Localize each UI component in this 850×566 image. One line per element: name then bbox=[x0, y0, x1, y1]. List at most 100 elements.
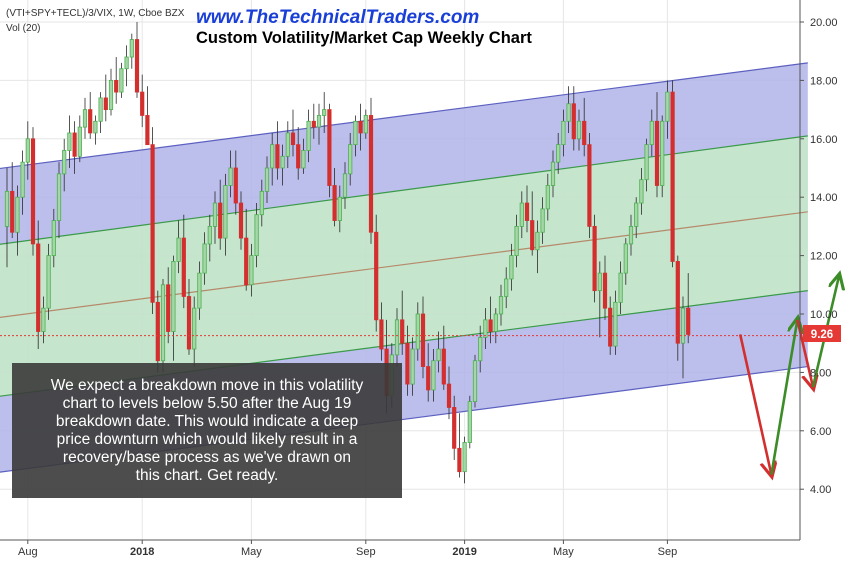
candle-body bbox=[316, 115, 322, 128]
candle-up bbox=[436, 331, 441, 373]
candle-body bbox=[545, 185, 550, 210]
candle-body bbox=[566, 103, 571, 122]
candle-body bbox=[348, 144, 353, 175]
candle-body bbox=[166, 284, 171, 332]
candle-down bbox=[88, 92, 93, 139]
candle-up bbox=[129, 33, 134, 69]
candle-up bbox=[202, 232, 207, 285]
y-tick-label: 8.00 bbox=[810, 367, 831, 379]
candle-up bbox=[597, 261, 602, 338]
annotation-line-1: We expect a breakdown move in this volat… bbox=[51, 377, 364, 394]
candle-body bbox=[202, 243, 207, 274]
candle-body bbox=[618, 272, 623, 303]
candle-down bbox=[420, 296, 426, 379]
candle-up bbox=[280, 144, 285, 186]
candle-down bbox=[582, 97, 587, 157]
candle-body bbox=[519, 202, 524, 227]
candle-body bbox=[379, 319, 384, 350]
candle-up bbox=[519, 191, 524, 239]
candle-down bbox=[36, 220, 41, 350]
candle-up bbox=[623, 238, 628, 285]
candle-body bbox=[660, 120, 665, 186]
candle-down bbox=[675, 255, 680, 361]
candle-body bbox=[608, 307, 613, 347]
candle-up bbox=[394, 308, 400, 367]
candle-body bbox=[62, 150, 67, 175]
x-tick-label: Aug bbox=[18, 546, 38, 558]
candle-up bbox=[306, 109, 311, 163]
candle-body bbox=[670, 91, 675, 262]
candle-down bbox=[332, 168, 337, 227]
candle-down bbox=[670, 80, 675, 268]
candle-down bbox=[140, 74, 145, 128]
candle-body bbox=[36, 243, 41, 332]
candle-body bbox=[394, 319, 400, 356]
candle-up bbox=[660, 115, 665, 198]
candle-body bbox=[654, 120, 660, 186]
candle-body bbox=[514, 225, 519, 256]
candle-up bbox=[613, 290, 618, 355]
candle-up bbox=[478, 325, 483, 373]
candle-up bbox=[540, 197, 545, 244]
candle-body bbox=[327, 109, 332, 186]
candle-body bbox=[264, 167, 270, 192]
candle-up bbox=[509, 243, 514, 291]
candle-up bbox=[51, 208, 56, 268]
candle-body bbox=[457, 447, 462, 473]
candle-up bbox=[254, 203, 259, 268]
projection-arrow-1 bbox=[738, 334, 771, 474]
candle-body bbox=[72, 132, 77, 157]
candle-body bbox=[275, 144, 280, 169]
candle-up bbox=[576, 109, 582, 151]
candle-up bbox=[108, 68, 114, 116]
candle-body bbox=[192, 307, 197, 350]
candle-body bbox=[493, 313, 498, 332]
candle-body bbox=[550, 161, 556, 186]
candle-up bbox=[98, 92, 103, 133]
candle-body bbox=[249, 255, 254, 286]
candle-body bbox=[446, 383, 452, 408]
candle-down bbox=[530, 191, 535, 256]
candle-up bbox=[223, 173, 228, 256]
candle-up bbox=[93, 115, 98, 145]
candle-up bbox=[363, 109, 368, 139]
candle-up bbox=[628, 214, 634, 256]
candle-body bbox=[67, 132, 72, 151]
candle-body bbox=[218, 202, 223, 239]
candle-body bbox=[571, 103, 576, 140]
candle-up bbox=[228, 150, 233, 198]
candle-up bbox=[124, 45, 129, 87]
candle-body bbox=[467, 401, 472, 443]
candle-up bbox=[493, 308, 498, 344]
candle-up bbox=[171, 255, 176, 361]
candle-body bbox=[88, 109, 93, 134]
candle-body bbox=[686, 307, 691, 335]
candle-body bbox=[540, 208, 545, 233]
candle-body bbox=[556, 144, 561, 163]
candle-body bbox=[680, 307, 686, 344]
candle-down bbox=[134, 22, 140, 98]
candle-down bbox=[446, 366, 452, 420]
candle-body bbox=[322, 109, 327, 116]
candle-up bbox=[46, 243, 51, 320]
candle-body bbox=[426, 366, 431, 391]
candle-body bbox=[431, 360, 436, 391]
candle-body bbox=[592, 225, 597, 292]
website-label[interactable]: www.TheTechnicalTraders.com bbox=[196, 7, 479, 28]
y-tick-label: 6.00 bbox=[810, 426, 831, 438]
channel-outer-upper-line bbox=[0, 62, 808, 170]
candle-up bbox=[15, 185, 20, 256]
candle-body bbox=[82, 109, 88, 128]
candle-body bbox=[98, 97, 103, 122]
candle-body bbox=[524, 202, 530, 221]
channel-midline bbox=[0, 211, 808, 318]
candle-up bbox=[649, 109, 654, 157]
candle-body bbox=[488, 319, 493, 332]
candle-up bbox=[467, 395, 472, 449]
y-tick-label: 16.00 bbox=[810, 134, 838, 146]
candle-body bbox=[176, 237, 181, 262]
candle-up bbox=[639, 168, 644, 215]
candle-body bbox=[41, 307, 46, 332]
candle-up bbox=[62, 138, 67, 192]
